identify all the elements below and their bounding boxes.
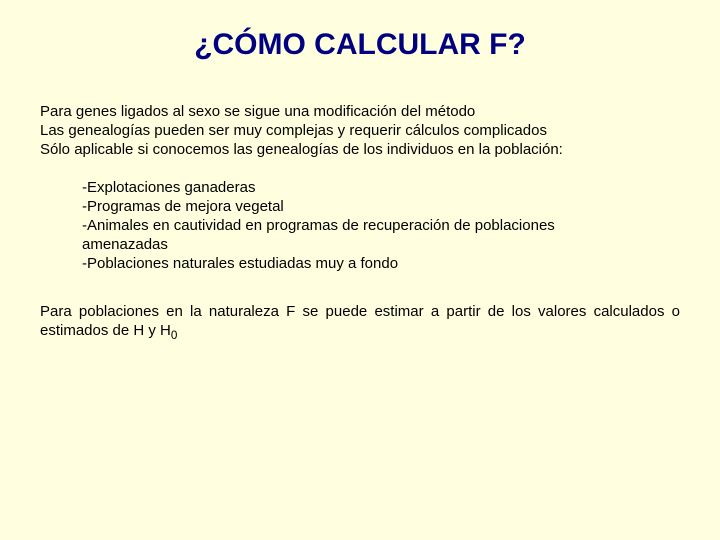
intro-paragraph: Para genes ligados al sexo se sigue una … xyxy=(40,102,680,160)
bullet-list: -Explotaciones ganaderas -Programas de m… xyxy=(82,178,642,274)
bullet-item-4: -Poblaciones naturales estudiadas muy a … xyxy=(82,254,642,273)
closing-subscript: 0 xyxy=(171,329,178,342)
bullet-item-1: -Explotaciones ganaderas xyxy=(82,178,642,197)
slide-title: ¿CÓMO CALCULAR F? xyxy=(40,28,680,62)
intro-line-2: Las genealogías pueden ser muy complejas… xyxy=(40,122,547,139)
slide-container: ¿CÓMO CALCULAR F? Para genes ligados al … xyxy=(0,0,720,540)
intro-line-3: Sólo aplicable si conocemos las genealog… xyxy=(40,141,563,158)
closing-text: Para poblaciones en la naturaleza F se p… xyxy=(40,303,680,339)
bullet-item-3: -Animales en cautividad en programas de … xyxy=(82,216,642,254)
bullet-item-2: -Programas de mejora vegetal xyxy=(82,197,642,216)
closing-paragraph: Para poblaciones en la naturaleza F se p… xyxy=(40,302,680,340)
intro-line-1: Para genes ligados al sexo se sigue una … xyxy=(40,103,475,120)
